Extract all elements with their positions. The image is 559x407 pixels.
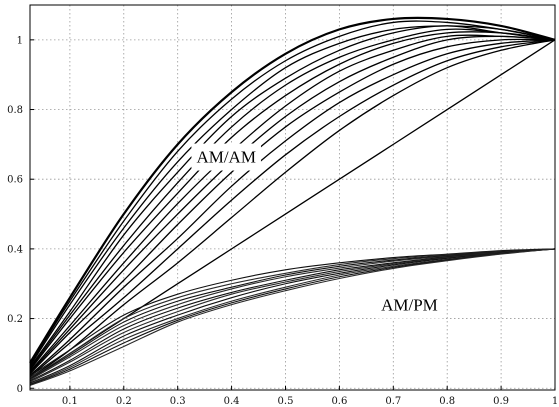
y-tick-label: 0.2 — [7, 314, 23, 325]
annotation-box — [376, 291, 443, 319]
am-am-curve-5 — [29, 28, 556, 370]
am-am-curve-1 — [29, 16, 556, 364]
am-am-curve-13 — [29, 39, 556, 380]
annotation-label: AM/PM — [381, 296, 438, 315]
annotation-label: AM/AM — [196, 148, 256, 167]
am-am-curve-12 — [29, 39, 556, 379]
x-tick-label: 1 — [552, 396, 558, 407]
x-tick-label: 0.3 — [170, 396, 186, 407]
y-tick-label: 0.8 — [7, 105, 23, 116]
x-tick-label: 0.5 — [278, 396, 294, 407]
am-am-curve-7 — [29, 34, 556, 372]
plot-frame — [29, 4, 556, 391]
am-am-curve-2 — [29, 20, 556, 365]
x-tick-label: 0.6 — [331, 396, 347, 407]
x-tick-label: 0.1 — [62, 396, 78, 407]
am-pm-curve-8 — [29, 248, 556, 385]
y-tick-label: 0 — [17, 384, 23, 395]
am-am-curve-10 — [29, 39, 556, 376]
am-pm-curve-5 — [29, 248, 556, 382]
am-pm-curve-10 — [29, 248, 556, 386]
am-am-curve-9 — [29, 38, 556, 375]
am-pm-curve-3 — [29, 248, 556, 380]
y-tick-label: 1 — [17, 35, 23, 46]
x-tick-label: 0.8 — [439, 396, 455, 407]
curve-group-am-pm — [29, 248, 556, 386]
x-tick-label: 0.4 — [224, 396, 240, 407]
am-pm-curve-2 — [29, 248, 556, 379]
annotation-box — [191, 143, 261, 171]
am-pm-curve-7 — [29, 248, 556, 384]
curve-group-am-am — [29, 16, 556, 380]
am-pm-curve-6 — [29, 248, 556, 383]
x-tick-label: 0.9 — [493, 396, 509, 407]
am-am-curve-6 — [29, 31, 556, 371]
am-pm-curve-9 — [29, 248, 556, 386]
am-pm-curve-1 — [29, 248, 556, 377]
y-tick-label: 0.6 — [7, 175, 23, 186]
x-tick-label: 0.2 — [116, 396, 132, 407]
annotation-layer: AM/AM AM/PM — [191, 143, 443, 319]
tick-layer: 0.1 0.2 0.3 0.4 0.5 0.6 0.7 0.8 0.9 1 0 0.2 0.4 0.6 0.… — [7, 35, 558, 407]
am-am-curve-4 — [29, 25, 556, 368]
am-am-curve-8 — [29, 35, 556, 374]
x-tick-label: 0.7 — [385, 396, 401, 407]
am-am-curve-11 — [29, 39, 556, 378]
series-layer — [29, 16, 556, 386]
y-tick-label: 0.4 — [7, 244, 23, 255]
